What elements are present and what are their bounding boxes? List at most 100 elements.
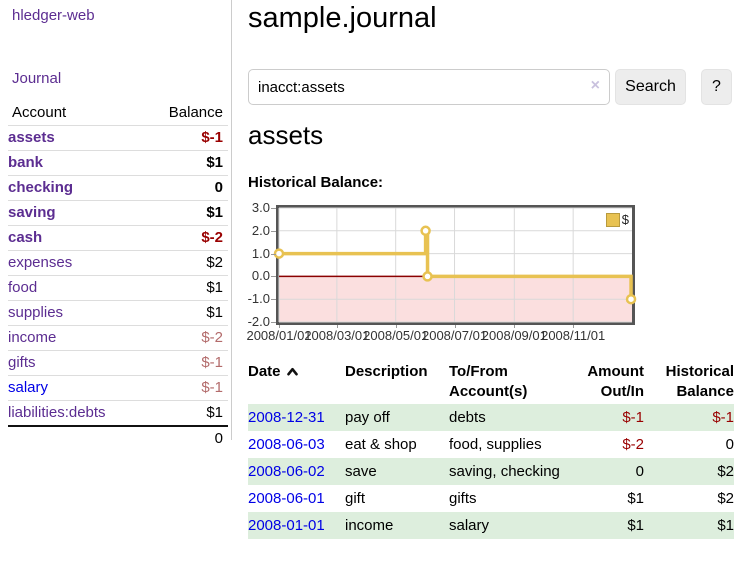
balance-chart[interactable]: $ [273,205,637,325]
account-link[interactable]: liabilities:debts [8,404,106,421]
search-input-wrap: × [248,69,610,105]
register-row: 2008-06-01 gift gifts $1 $2 [248,485,734,512]
x-axis-tick [514,325,516,328]
register-col-date[interactable]: Date [248,360,345,404]
x-axis-tick [279,325,280,328]
account-row: salary $-1 [8,375,228,401]
clear-search-icon[interactable]: × [590,77,600,94]
register-balance-cell: $-1 [712,409,734,426]
register-amount-cell: $1 [627,490,644,507]
main-content: sample.journal × Search ? assets Histori… [246,0,742,582]
legend-label: $ [621,212,629,227]
account-link[interactable]: salary [8,379,49,396]
x-axis-tick [573,325,575,328]
register-row: 2008-06-02 save saving, checking 0 $2 [248,458,734,485]
account-row: saving $1 [8,200,228,226]
chart: $ 3.0 2.0 1.0 0.0 -1.0 -2.0 2008/01/01 2008/03/… [246,198,688,350]
register-row: 2008-01-01 income salary $1 $1 [248,512,734,539]
register-accounts-cell: gifts [449,490,477,507]
app-brand-link[interactable]: hledger-web [12,7,95,24]
search-bar: × Search ? [248,69,742,105]
register-accounts-cell: food, supplies [449,436,542,453]
account-balance: $-1 [201,379,223,396]
search-button[interactable]: Search [615,69,686,105]
register-description-cell: eat & shop [345,436,417,453]
account-row: expenses $2 [8,250,228,276]
account-name-cell: gifts [8,351,145,376]
account-name-cell: liabilities:debts [8,401,145,427]
account-balance: $1 [206,279,223,296]
help-button[interactable]: ? [701,69,732,105]
y-axis-tick [271,230,276,232]
register-date-cell: 2008-06-03 [248,431,345,458]
register-description-cell: gift [345,490,366,507]
accounts-total-row: 0 [8,426,228,451]
accounts-total-spacer [8,426,145,451]
account-balance: $1 [206,154,223,171]
y-axis-tick [271,299,276,301]
account-name-cell: cash [8,226,145,251]
y-axis-label: 2.0 [251,222,270,238]
account-link[interactable]: bank [8,154,44,171]
register-amount-cell: $1 [627,517,644,534]
y-axis-label: 3.0 [251,200,270,215]
account-link[interactable]: expenses [8,254,73,271]
register-row: 2008-06-03 eat & shop food, supplies $-2 0 [248,431,734,458]
register-balance-cell: 0 [725,436,734,453]
transaction-date-link[interactable]: 2008-06-02 [248,463,325,480]
account-link[interactable]: gifts [8,354,36,371]
search-input[interactable] [248,69,610,105]
y-axis-tick [271,276,276,278]
account-link[interactable]: income [8,329,57,346]
y-axis-tick [271,253,276,255]
account-name-cell: bank [8,151,145,176]
account-link[interactable]: checking [8,179,74,196]
accounts-col-account: Account [12,104,67,121]
register-col-balance: Historical Balance [665,363,734,400]
transaction-date-link[interactable]: 2008-06-01 [248,490,325,507]
account-balance: 0 [214,179,223,196]
accounts-header-row: Account Balance [8,101,228,126]
account-balance: $-1 [201,129,223,146]
account-balance: $1 [206,304,223,321]
y-axis-label: -1.0 [247,291,270,307]
register-accounts-cell: salary [449,517,490,534]
sidebar-item-journal[interactable]: Journal [12,70,62,87]
register-date-cell: 2008-12-31 [248,404,345,431]
y-axis-label: 0.0 [251,268,270,284]
account-name-cell: assets [8,126,145,151]
register-header-row: Date Description To/From Account(s) Amou… [248,360,734,404]
account-row: food $1 [8,275,228,301]
account-balance: $-2 [201,229,223,246]
register-balance-cell: $2 [717,490,734,507]
account-row: supplies $1 [8,300,228,326]
transaction-date-link[interactable]: 2008-01-01 [248,517,325,534]
account-name-cell: saving [8,201,145,226]
account-link[interactable]: saving [8,204,56,221]
account-link[interactable]: food [8,279,38,296]
account-link[interactable]: cash [8,229,43,246]
register-description-cell: pay off [345,409,390,426]
account-balance: $2 [206,254,223,271]
register-col-accounts: To/From Account(s) [449,363,528,400]
y-axis-label: -2.0 [247,314,270,329]
register-amount-cell: 0 [635,463,644,480]
transaction-date-link[interactable]: 2008-06-03 [248,436,325,453]
account-row: income $-2 [8,325,228,351]
x-axis-label: 2008/11/01 [541,328,606,343]
account-balance: $1 [206,204,223,221]
sort-ascending-icon [286,363,299,383]
chart-title-label: Historical Balance: [248,174,384,191]
y-axis-label: 1.0 [251,245,270,261]
account-link[interactable]: supplies [8,304,64,321]
sidebar: hledger-web Journal Account Balance asse… [0,0,232,447]
account-balance: $-1 [201,354,223,371]
account-balance: $1 [206,404,223,421]
register-description-cell: income [345,517,394,534]
register-col-description: Description [345,363,428,380]
account-link[interactable]: assets [8,129,55,146]
account-name-cell: expenses [8,251,145,276]
register-accounts-cell: debts [449,409,486,426]
transaction-date-link[interactable]: 2008-12-31 [248,409,325,426]
register-amount-cell: $-2 [622,436,644,453]
